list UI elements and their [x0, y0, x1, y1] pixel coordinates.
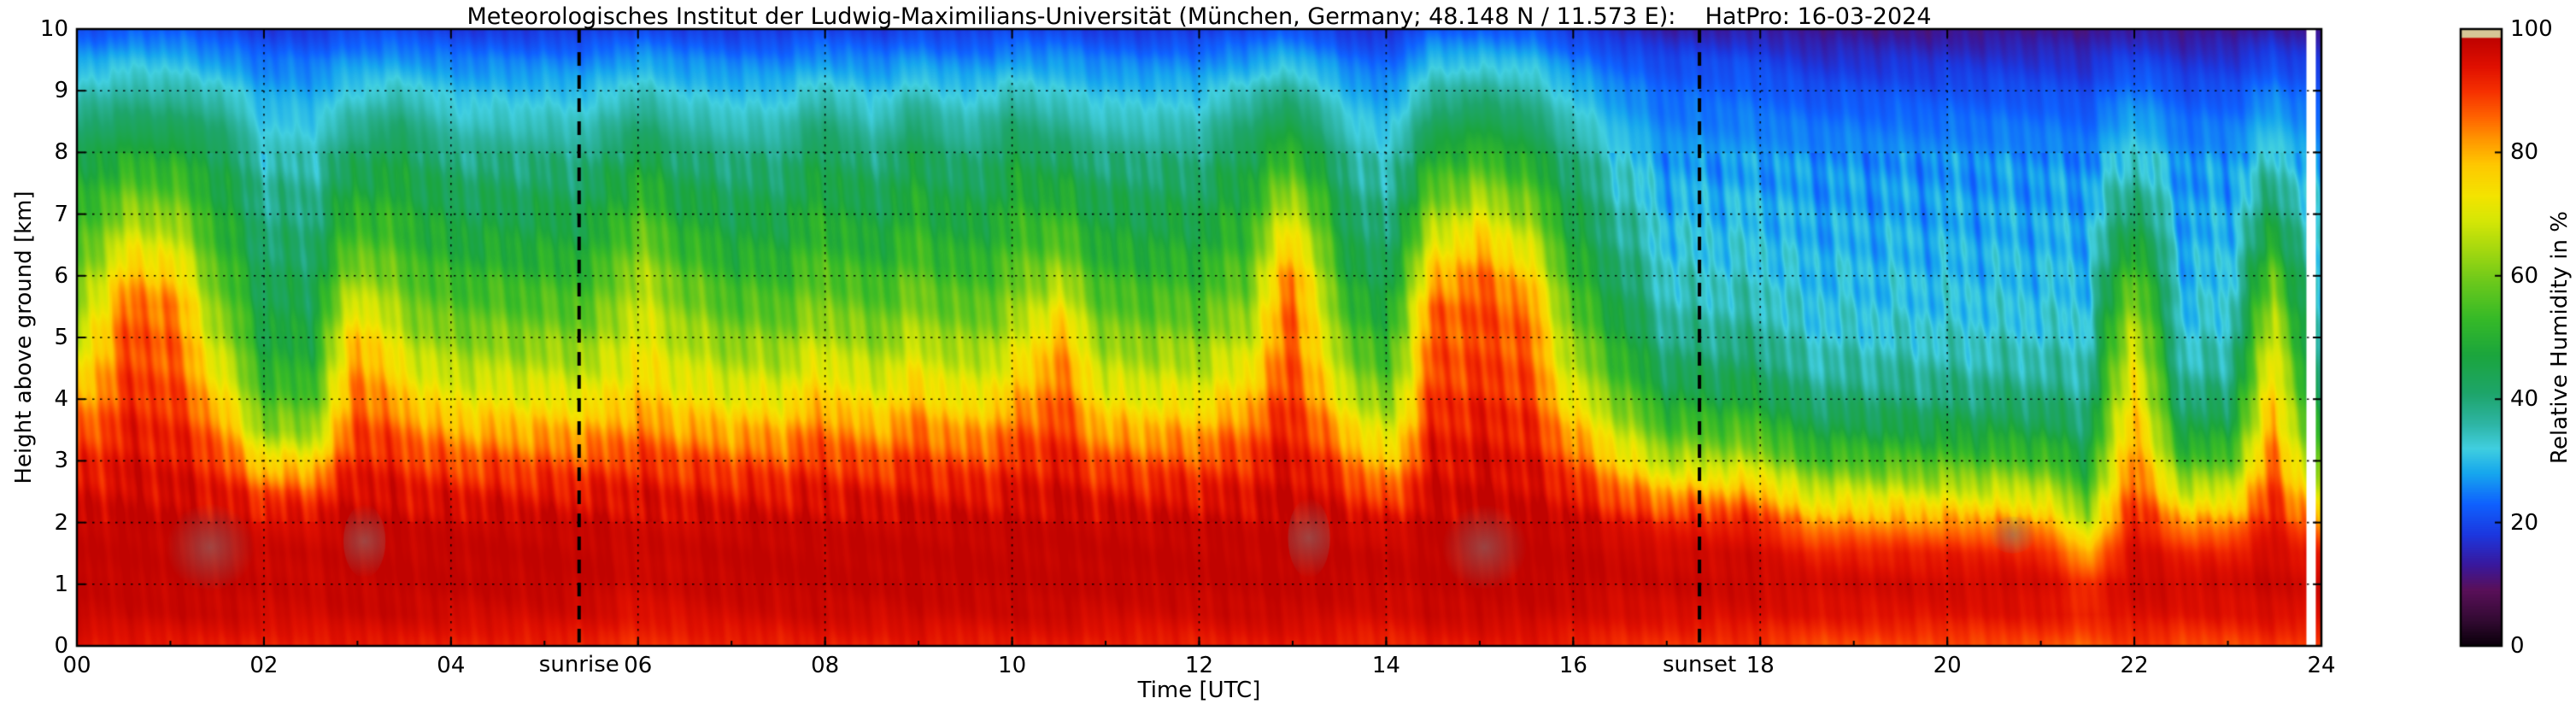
- colorbar-tick-label: 80: [2510, 139, 2539, 166]
- colorbar-tick-label: 100: [2510, 16, 2553, 42]
- y-tick-label: 9: [54, 78, 68, 104]
- x-tick-label: 08: [811, 653, 840, 678]
- y-tick-label: 10: [39, 16, 68, 42]
- colorbar-tick-label: 0: [2510, 633, 2525, 659]
- x-tick-label: 04: [437, 653, 466, 678]
- y-tick-label: 2: [54, 509, 68, 536]
- y-tick-label: 7: [54, 201, 68, 227]
- x-tick-label: 22: [2120, 653, 2149, 678]
- colorbar-label: Relative Humidity in %: [2547, 211, 2573, 464]
- y-tick-label: 4: [54, 386, 68, 413]
- x-tick-label: 24: [2307, 653, 2336, 678]
- x-tick-label: 20: [1933, 653, 1962, 678]
- y-tick-label: 1: [54, 571, 68, 597]
- y-tick-label: 6: [54, 262, 68, 289]
- y-tick-label: 0: [54, 633, 68, 659]
- sunrise-label: sunrise: [538, 652, 619, 678]
- x-tick-label: 00: [62, 653, 91, 678]
- x-axis-label: Time [UTC]: [1137, 678, 1261, 703]
- page-title: Meteorologisches Institut der Ludwig-Max…: [466, 3, 1932, 30]
- sunset-label: sunset: [1662, 652, 1737, 678]
- x-tick-label: 10: [998, 653, 1027, 678]
- colorbar-tick-label: 60: [2510, 262, 2539, 289]
- x-tick-label: 12: [1184, 653, 1214, 678]
- y-tick-label: 3: [54, 448, 68, 474]
- x-tick-label: 16: [1558, 653, 1587, 678]
- x-tick-label: 02: [249, 653, 279, 678]
- colorbar-tick-label: 40: [2510, 386, 2539, 413]
- x-tick-label: 18: [1746, 653, 1775, 678]
- y-tick-label: 5: [54, 325, 68, 350]
- colorbar-tick-label: 20: [2510, 509, 2539, 536]
- y-tick-label: 8: [54, 139, 68, 166]
- x-tick-label: 14: [1371, 653, 1400, 678]
- x-tick-label: 06: [624, 653, 653, 678]
